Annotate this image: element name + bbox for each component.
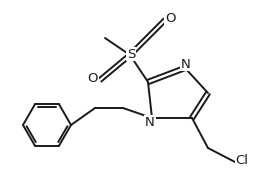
Text: O: O (88, 73, 98, 86)
Text: O: O (165, 12, 175, 26)
Text: N: N (181, 58, 191, 70)
Text: S: S (127, 48, 135, 61)
Text: N: N (145, 115, 155, 129)
Text: Cl: Cl (236, 155, 249, 168)
